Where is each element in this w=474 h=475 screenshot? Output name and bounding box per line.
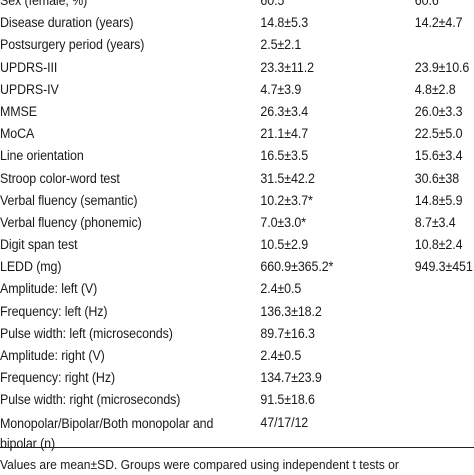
- row-label: UPDRS-IV: [0, 81, 59, 97]
- row-label: Frequency: right (Hz): [0, 370, 116, 386]
- row-label: Digit span test: [0, 237, 78, 253]
- row-label: Amplitude: left (V): [0, 281, 98, 297]
- table-row: Line orientation 16.5±3.5 15.6±3.4: [0, 145, 474, 167]
- table-row: Frequency: left (Hz) 136.3±18.2: [0, 301, 474, 323]
- row-label: Disease duration (years): [0, 15, 134, 31]
- table-row: Pulse width: right (microseconds) 91.5±1…: [0, 389, 474, 411]
- table-row: Postsurgery period (years) 2.5±2.1: [0, 34, 474, 56]
- table-row: Amplitude: left (V) 2.4±0.5: [0, 278, 474, 300]
- group1-value: 2.4±0.5: [260, 281, 302, 297]
- group1-value: 89.7±16.3: [260, 325, 315, 341]
- table-bottom-rule: [0, 447, 474, 448]
- row-label: Sex (female, %): [0, 0, 88, 8]
- group1-value: 26.3±3.4: [260, 103, 309, 119]
- group1-value: 21.1±4.7: [260, 126, 309, 142]
- group2-value: 10.8±2.4: [414, 237, 463, 253]
- row-label: Pulse width: right (microseconds): [0, 392, 181, 408]
- group2-value: 8.7±3.4: [414, 214, 456, 230]
- table-row: Verbal fluency (phonemic) 7.0±3.0* 8.7±3…: [0, 212, 474, 234]
- table-row: UPDRS-III 23.3±11.2 23.9±10.6: [0, 57, 474, 79]
- group1-value: 23.3±11.2: [260, 59, 314, 75]
- group1-value: 2.5±2.1: [260, 37, 302, 53]
- table-row: Pulse width: left (microseconds) 89.7±16…: [0, 323, 474, 345]
- group1-value: 660.9±365.2*: [260, 259, 334, 275]
- table-row: Disease duration (years) 14.8±5.3 14.2±4…: [0, 12, 474, 34]
- table-row: MoCA 21.1±4.7 22.5±5.0: [0, 123, 474, 145]
- row-label: Verbal fluency (semantic): [0, 192, 138, 208]
- group1-value: 134.7±23.9: [260, 370, 322, 386]
- table-row: Verbal fluency (semantic) 10.2±3.7* 14.8…: [0, 190, 474, 212]
- row-label: Pulse width: left (microseconds): [0, 325, 173, 341]
- data-table: Sex (female, %) 60.5 60.6 Disease durati…: [0, 0, 474, 456]
- table-row: Amplitude: right (V) 2.4±0.5: [0, 345, 474, 367]
- group2-value: 14.2±4.7: [414, 15, 463, 31]
- table-row: Sex (female, %) 60.5 60.6: [0, 0, 474, 12]
- row-label: MMSE: [0, 103, 37, 119]
- row-label: Line orientation: [0, 148, 84, 164]
- row-label: Monopolar/Bipolar/Both monopolar and bip…: [0, 415, 214, 451]
- group2-value: 30.6±38: [414, 170, 460, 186]
- table-row: Stroop color-word test 31.5±42.2 30.6±38: [0, 168, 474, 190]
- group2-value: 15.6±3.4: [414, 148, 463, 164]
- group2-value: 26.0±3.3: [414, 103, 463, 119]
- group2-value: 23.9±10.6: [414, 59, 470, 75]
- group1-value: 10.5±2.9: [260, 237, 309, 253]
- group1-value: 4.7±3.9: [260, 81, 302, 97]
- group1-value: 7.0±3.0*: [260, 214, 306, 230]
- row-label: UPDRS-III: [0, 59, 58, 75]
- group1-value: 14.8±5.3: [260, 15, 309, 31]
- row-label: LEDD (mg): [0, 259, 62, 275]
- table-row: MMSE 26.3±3.4 26.0±3.3: [0, 101, 474, 123]
- row-label: MoCA: [0, 126, 35, 142]
- group1-value: 16.5±3.5: [260, 148, 309, 164]
- table-row: Monopolar/Bipolar/Both monopolar and bip…: [0, 412, 474, 456]
- group1-value: 60.5: [260, 0, 285, 8]
- group1-value: 10.2±3.7*: [260, 192, 313, 208]
- group2-value: 949.3±451.7: [414, 259, 474, 275]
- row-label: Verbal fluency (phonemic): [0, 214, 142, 230]
- group2-value: 4.8±2.8: [414, 81, 456, 97]
- group1-value: 31.5±42.2: [260, 170, 315, 186]
- group1-value: 91.5±18.6: [260, 392, 315, 408]
- group2-value: 14.8±5.9: [414, 192, 463, 208]
- table-row: Frequency: right (Hz) 134.7±23.9: [0, 367, 474, 389]
- row-label: Stroop color-word test: [0, 170, 120, 186]
- table-row: LEDD (mg) 660.9±365.2* 949.3±451.7: [0, 256, 474, 278]
- group1-value: 2.4±0.5: [260, 348, 302, 363]
- row-label: Amplitude: right (V): [0, 348, 105, 363]
- group1-value: 136.3±18.2: [260, 303, 322, 319]
- table-row: UPDRS-IV 4.7±3.9 4.8±2.8: [0, 79, 474, 101]
- group2-value: 60.6: [414, 0, 439, 8]
- group2-value: 22.5±5.0: [414, 126, 463, 142]
- group1-value: 47/17/12: [260, 414, 309, 430]
- row-label: Postsurgery period (years): [0, 37, 145, 53]
- table-row: Digit span test 10.5±2.9 10.8±2.4: [0, 234, 474, 256]
- table-footnote: Values are mean±SD. Groups were compared…: [0, 457, 399, 472]
- row-label: Frequency: left (Hz): [0, 303, 108, 319]
